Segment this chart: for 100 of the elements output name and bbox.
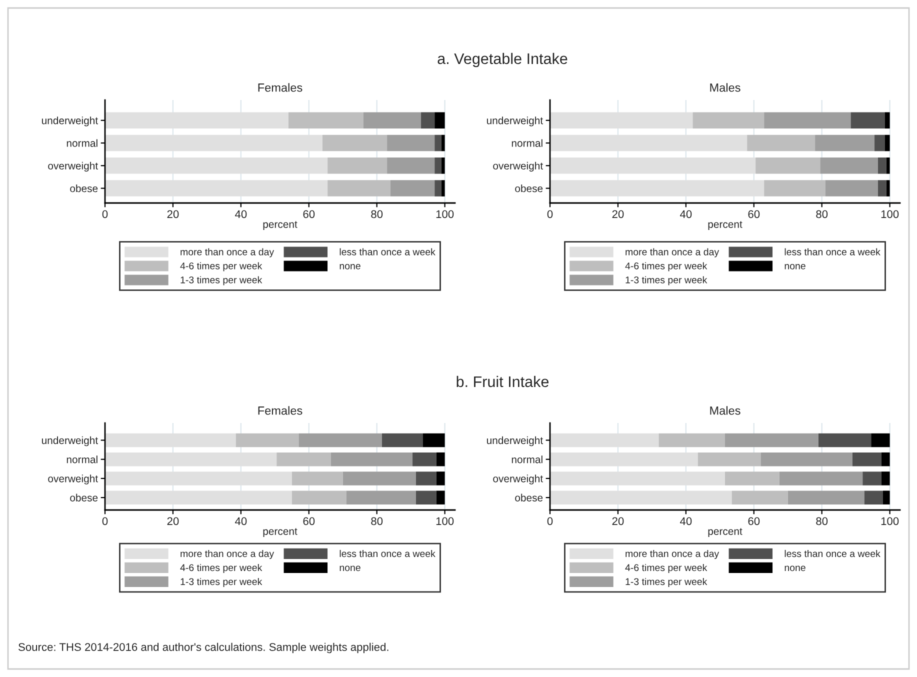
x-tick-label: 80 [816, 210, 828, 218]
bar [382, 433, 423, 448]
chart-title: Females [258, 83, 302, 92]
x-tick-label: 100 [436, 517, 454, 526]
bar [288, 112, 364, 129]
bar [862, 472, 882, 486]
x-axis-title: percent [263, 528, 298, 538]
bar [725, 472, 780, 486]
bar [390, 180, 435, 196]
bar [292, 472, 343, 486]
y-tick-label: obese [70, 494, 98, 502]
bar [328, 158, 388, 174]
y-tick-label: overweight [493, 162, 543, 172]
bar [434, 112, 445, 129]
chart-title: Females [258, 406, 302, 415]
bar [764, 112, 851, 129]
x-tick-label: 0 [102, 517, 108, 526]
bar [387, 134, 435, 152]
x-tick-label: 20 [167, 210, 179, 218]
x-tick-label: 60 [303, 517, 315, 526]
bar [434, 134, 442, 152]
bar [276, 452, 331, 466]
legend-label: more than once a day [180, 248, 274, 258]
legend-label: none [784, 264, 806, 270]
x-tick-label: 40 [680, 517, 692, 526]
bar [416, 490, 436, 504]
chart-title: Males [710, 406, 740, 415]
bar [328, 180, 390, 196]
legend-label: more than once a day [180, 550, 274, 560]
bar [764, 180, 826, 196]
y-tick-label: overweight [493, 474, 543, 484]
y-tick-label: underweight [486, 436, 543, 446]
bar [883, 490, 890, 504]
bar [884, 112, 890, 129]
bar [387, 158, 435, 174]
bar [747, 134, 816, 152]
bar [436, 490, 445, 504]
bar [725, 433, 818, 448]
x-tick-label: 80 [371, 210, 383, 218]
y-tick-label: obese [515, 494, 543, 502]
bar [732, 490, 788, 504]
legend-label: 4-6 times per week [625, 564, 708, 574]
y-tick-label: underweight [42, 116, 98, 126]
x-tick-label: 40 [235, 210, 247, 218]
bar [886, 180, 890, 196]
bar [820, 158, 878, 174]
bar [852, 452, 882, 466]
bar [441, 158, 445, 174]
y-tick-label: normal [512, 456, 542, 464]
bar [434, 180, 442, 196]
x-axis-title: percent [708, 528, 742, 538]
bar [881, 452, 890, 466]
x-tick-label: 80 [371, 517, 383, 526]
legend-label: 1-3 times per week [180, 276, 262, 286]
y-tick-label: obese [70, 184, 98, 192]
bar [874, 134, 885, 152]
bar [864, 490, 884, 504]
bar [342, 472, 416, 486]
bar [441, 180, 445, 196]
bar [412, 452, 436, 466]
y-tick-label: overweight [48, 162, 98, 172]
text: b. Fruit Intake [456, 376, 549, 388]
bar [692, 112, 764, 129]
bar [346, 490, 416, 504]
bar [330, 452, 413, 466]
y-tick-label: underweight [42, 436, 98, 446]
y-tick-label: underweight [486, 116, 543, 126]
legend-label: less than once a week [340, 550, 436, 558]
x-tick-label: 80 [816, 517, 828, 526]
legend-label: 1-3 times per week [626, 276, 708, 286]
bar [421, 112, 435, 129]
legend-label: more than once a day [626, 248, 720, 258]
bar [825, 180, 878, 196]
bar [416, 472, 436, 486]
y-tick-label: obese [515, 184, 543, 192]
bar [779, 472, 863, 486]
bar [881, 472, 890, 486]
legend-label: more than once a day [626, 550, 720, 560]
bar [292, 490, 346, 504]
x-tick-label: 0 [102, 210, 108, 218]
y-tick-label: overweight [48, 474, 98, 484]
bar [878, 180, 886, 196]
legend-label: less than once a week [784, 550, 880, 558]
bar [878, 158, 886, 174]
legend-label: less than once a week [784, 248, 880, 256]
legend-label: 1-3 times per week [626, 578, 708, 588]
source-note: Source: THS 2014-2016 and author's calculations. Sample weights applied. [18, 642, 388, 654]
x-tick-label: 100 [881, 210, 899, 218]
bar [886, 158, 890, 174]
x-tick-label: 20 [612, 210, 624, 218]
bar [756, 158, 820, 174]
legend-label: 4-6 times per week [180, 564, 262, 574]
x-tick-label: 40 [680, 210, 692, 218]
x-tick-label: 60 [303, 210, 315, 218]
legend-label: less than once a week [340, 248, 436, 256]
bar [434, 158, 442, 174]
x-tick-label: 60 [748, 517, 760, 526]
x-tick-label: 0 [547, 210, 553, 218]
x-tick-label: 100 [881, 517, 899, 526]
chart-title: Males [710, 83, 740, 92]
